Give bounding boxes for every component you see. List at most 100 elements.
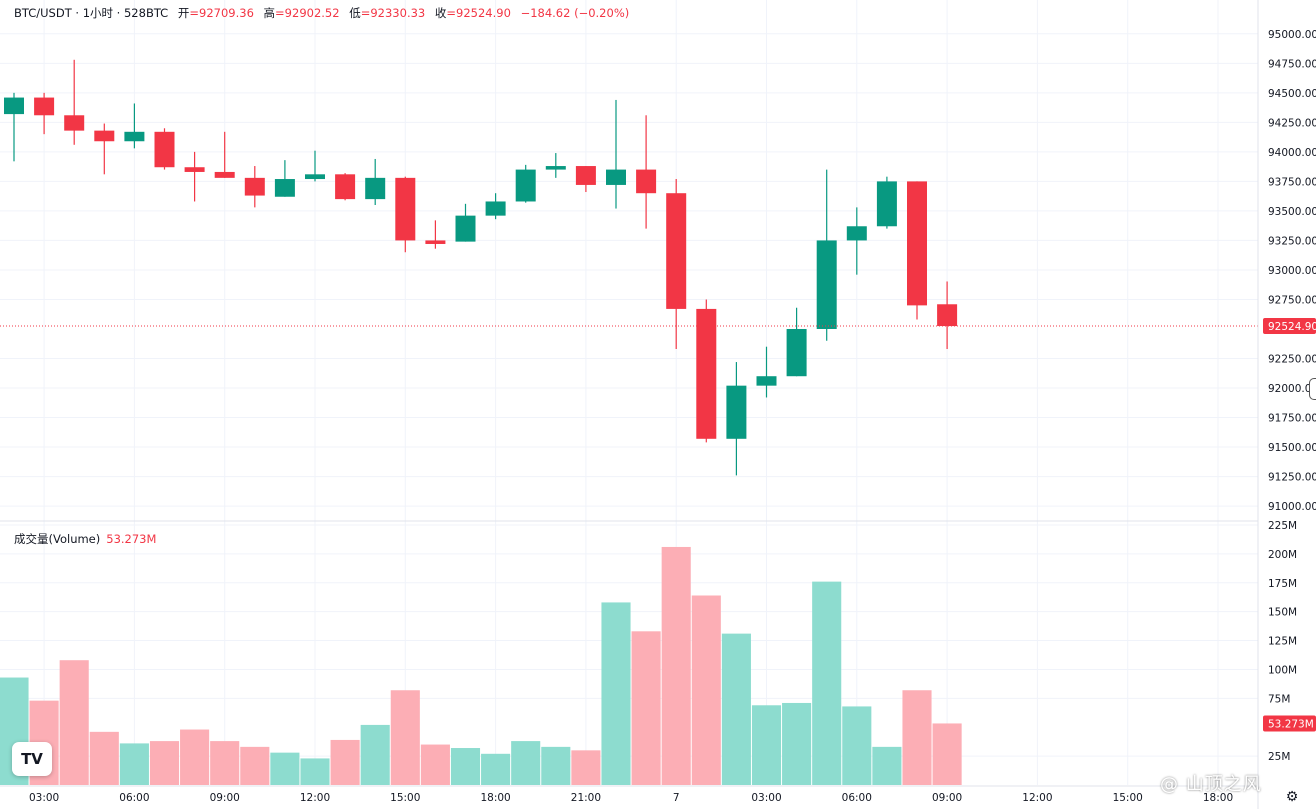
candle-body — [34, 97, 55, 116]
volume-bar — [119, 743, 149, 785]
candle-body — [335, 174, 356, 200]
close-label: 收 — [434, 6, 447, 20]
volume-bar — [481, 753, 511, 785]
volume-bar — [270, 752, 300, 785]
candle-body — [636, 169, 657, 194]
candle-body — [816, 240, 837, 329]
volume-bar — [149, 741, 180, 785]
candle-body — [94, 130, 115, 142]
volume-bar — [782, 702, 812, 785]
volume-bar — [330, 739, 360, 785]
volume-tick-label: 100M — [1268, 664, 1297, 676]
candle-body — [726, 385, 747, 439]
price-tick-label: 94500.00 — [1268, 88, 1316, 100]
volume-label[interactable]: 成交量(Volume) — [14, 532, 101, 546]
time-tick-label: 18:00 — [1203, 792, 1233, 804]
price-axis[interactable]: 95000.00 94750.00 94500.00 94250.00 94000.00… — [1263, 29, 1316, 513]
time-tick-label: 09:00 — [210, 792, 240, 804]
volume-bar — [812, 581, 842, 785]
low-label: 低 — [349, 6, 361, 20]
candle-body — [305, 174, 325, 180]
volume-bar — [180, 729, 210, 785]
last-price-label: 92524.90 — [1268, 321, 1316, 333]
price-tick-label: 92000.00 — [1268, 383, 1316, 395]
candle-body — [907, 181, 927, 306]
time-tick-label: 06:00 — [119, 792, 149, 804]
time-axis[interactable]: 03:00 06:00 09:00 12:00 15:00 18:00 21:00 7 03:0… — [0, 0, 1259, 809]
volume-bar — [420, 744, 450, 785]
candle-body — [244, 177, 265, 196]
volume-bar — [691, 595, 721, 785]
price-tick-label: 93750.00 — [1268, 176, 1316, 188]
volume-bar — [601, 602, 631, 785]
price-tick-label: 91250.00 — [1268, 472, 1316, 484]
time-tick-label: 12:00 — [1022, 792, 1052, 804]
candle-body — [876, 181, 897, 227]
volume-tick-label: 175M — [1268, 578, 1297, 590]
price-tick-label: 92250.00 — [1268, 354, 1316, 366]
last-volume-tag — [1263, 715, 1316, 732]
volume-bar — [89, 731, 119, 785]
candle-body — [184, 167, 205, 172]
candle-body — [64, 115, 85, 131]
time-tick-label: 15:00 — [1113, 792, 1143, 804]
price-tick-label: 95000.00 — [1268, 29, 1316, 41]
price-tick-label: 91750.00 — [1268, 413, 1316, 425]
price-tick-label: 94250.00 — [1268, 117, 1316, 129]
volume-bar — [932, 723, 962, 785]
high-label: 高 — [263, 6, 276, 20]
candle-body — [937, 304, 958, 327]
time-tick-label: 7 — [673, 792, 680, 804]
symbol-legend: BTC/USDT · 1小时 · 528BTC 开=92709.36 高=929… — [14, 5, 629, 21]
price-tick-label: 93250.00 — [1268, 235, 1316, 247]
time-tick-label: 06:00 — [842, 792, 872, 804]
volume-axis[interactable]: 225M 200M 175M 150M 125M 100M 75M 25M 53.273M — [1263, 520, 1316, 763]
volume-value: 53.273M — [106, 532, 157, 546]
volume-bars — [0, 546, 962, 785]
volume-bar — [511, 741, 541, 785]
candle-body — [425, 240, 446, 244]
volume-bar — [240, 746, 270, 785]
price-scale-handle[interactable] — [1309, 378, 1316, 400]
last-price-tag — [1263, 318, 1316, 335]
volume-bar — [210, 741, 240, 785]
volume-tick-label: 25M — [1268, 751, 1290, 763]
volume-tick-label: 225M — [1268, 520, 1297, 532]
price-tick-label: 93000.00 — [1268, 265, 1316, 277]
candle-body — [365, 177, 386, 200]
symbol-title[interactable]: BTC/USDT · 1小时 · 528BTC — [14, 6, 169, 20]
volume-bar — [59, 660, 89, 785]
candle-body — [274, 179, 295, 197]
candle-body — [846, 226, 867, 241]
watermark: @ 山顶之风 — [1160, 774, 1262, 795]
settings-gear-icon[interactable]: ⚙ — [1285, 789, 1299, 805]
candle-body — [515, 169, 536, 202]
change-value: −184.62 (−0.20%) — [520, 6, 630, 20]
time-tick-label: 15:00 — [390, 792, 420, 804]
volume-bar — [631, 631, 661, 785]
time-tick-label: 18:00 — [480, 792, 510, 804]
tradingview-logo[interactable]: TV — [12, 742, 52, 776]
price-tick-label: 94750.00 — [1268, 58, 1316, 70]
time-tick-label: 09:00 — [932, 792, 962, 804]
volume-bar — [360, 724, 390, 785]
volume-bar — [872, 746, 902, 785]
price-tick-label: 91500.00 — [1268, 442, 1316, 454]
volume-bar — [661, 546, 691, 785]
candle-body — [545, 166, 566, 170]
volume-tick-label: 75M — [1268, 693, 1290, 705]
high-value: =92902.52 — [275, 6, 340, 20]
price-tick-label: 94000.00 — [1268, 147, 1316, 159]
time-tick-label: 03:00 — [751, 792, 781, 804]
open-label: 开 — [177, 6, 190, 20]
candle-body — [395, 177, 416, 241]
candles — [4, 59, 958, 476]
time-tick-label: 12:00 — [300, 792, 330, 804]
volume-bar — [902, 690, 932, 785]
open-value: =92709.36 — [189, 6, 254, 20]
volume-bar — [571, 750, 601, 785]
volume-bar — [541, 746, 571, 785]
candle-body — [696, 308, 717, 439]
grid-lines — [0, 0, 1258, 785]
